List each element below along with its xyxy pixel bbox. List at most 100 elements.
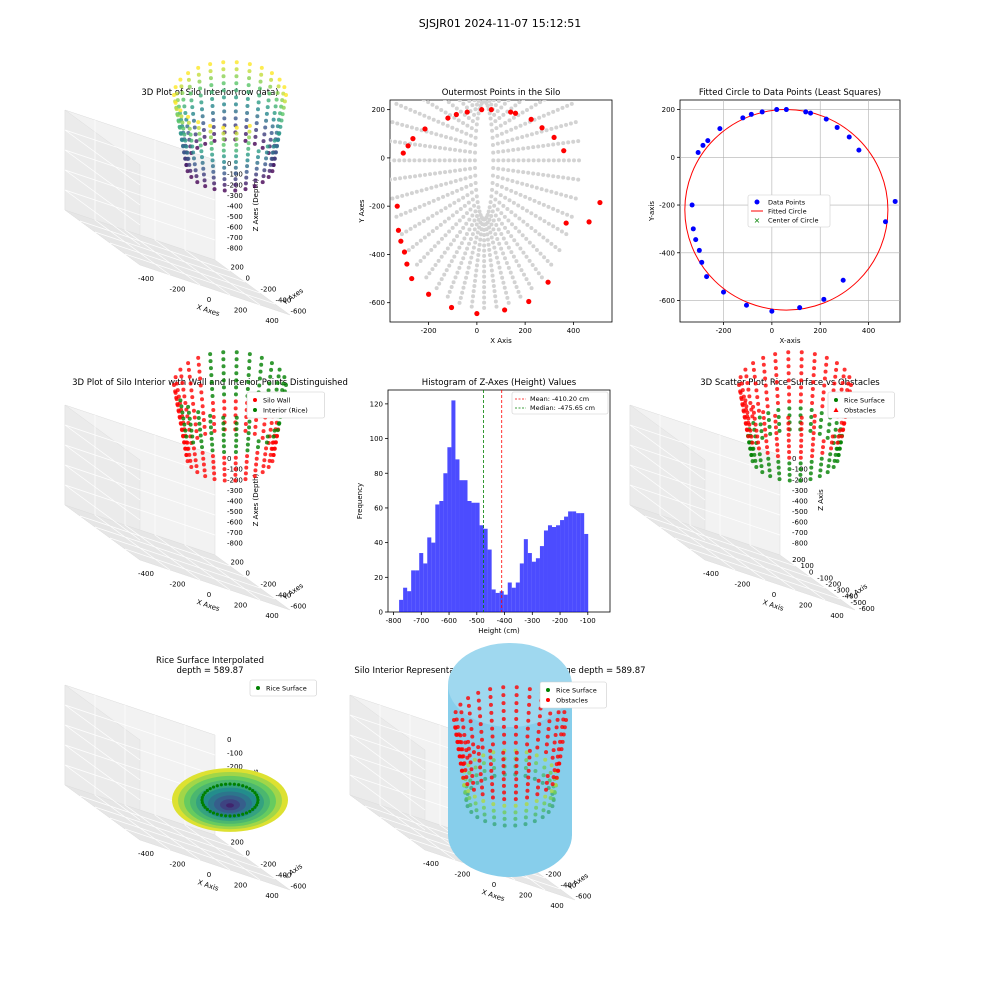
- x-tick-label: -800: [386, 617, 402, 625]
- outer-point: [479, 107, 485, 113]
- grid-line: [689, 548, 841, 600]
- data-point: [516, 147, 521, 152]
- data-point: [529, 225, 534, 230]
- data-point: [430, 102, 435, 107]
- point-3d: [786, 427, 791, 432]
- data-point: [444, 134, 449, 139]
- point-3d: [243, 477, 248, 482]
- data-point: [496, 56, 500, 60]
- point-3d: [799, 415, 804, 420]
- y-tick-label: 0: [381, 154, 385, 162]
- point-3d: [182, 422, 187, 427]
- point-3d: [210, 111, 215, 116]
- point-3d: [527, 687, 532, 692]
- outer-point: [400, 150, 406, 156]
- point-3d: [177, 415, 182, 420]
- histogram-bar: [483, 528, 488, 612]
- point-3d: [743, 398, 748, 403]
- point-3d: [191, 446, 196, 451]
- chart-rice-surface-interpolated: -400-20002004002000-200-400-6000-100-200…: [64, 656, 317, 900]
- grid-line: [64, 744, 216, 801]
- z-tick-label: -600: [227, 519, 243, 527]
- histogram-bar: [451, 400, 456, 612]
- y-axis-label: Frequency: [356, 483, 364, 519]
- point-3d: [222, 109, 227, 114]
- data-point: [482, 264, 487, 269]
- data-point: [408, 107, 413, 112]
- point-3d: [787, 392, 792, 397]
- point-3d: [554, 775, 559, 780]
- data-point: [482, 259, 487, 264]
- data-point: [448, 169, 453, 174]
- point-3d: [200, 450, 205, 455]
- data-point: [505, 295, 510, 300]
- point-3d: [502, 810, 507, 815]
- data-point: [482, 84, 486, 88]
- point-3d: [466, 739, 471, 744]
- point-3d: [812, 425, 817, 430]
- data-point: [531, 171, 536, 176]
- point-3d: [737, 383, 741, 387]
- data-point: [511, 115, 516, 120]
- data-point: [455, 46, 459, 50]
- legend-marker: [546, 698, 550, 702]
- data-point: [513, 103, 518, 108]
- point-3d: [245, 111, 250, 116]
- point-3d: [184, 144, 189, 149]
- point-3d: [756, 446, 761, 451]
- point-3d: [268, 374, 273, 379]
- point-3d: [774, 380, 779, 385]
- data-point: [467, 75, 471, 79]
- point-3d: [197, 369, 202, 374]
- grid-line: [719, 435, 796, 591]
- point-3d: [243, 421, 248, 426]
- point-3d: [548, 796, 553, 801]
- histogram-bar: [491, 589, 496, 612]
- data-point: [426, 65, 430, 69]
- data-point: [458, 229, 463, 234]
- data-point: [499, 211, 504, 216]
- data-point: [491, 100, 496, 103]
- data-point: [450, 58, 454, 62]
- x-tick-label: -600: [441, 617, 457, 625]
- point-3d: [260, 180, 265, 185]
- x-tick-label: 400: [265, 612, 278, 620]
- point-3d: [244, 117, 249, 122]
- point-3d: [766, 411, 771, 416]
- data-point: [452, 158, 457, 163]
- point-3d: [812, 352, 817, 357]
- point-3d: [246, 146, 251, 151]
- point-3d: [534, 761, 539, 766]
- data-point: [516, 158, 521, 163]
- point-3d: [798, 478, 803, 483]
- data-point: [509, 188, 514, 193]
- point-3d: [244, 124, 249, 129]
- point-3d: [822, 376, 827, 381]
- data-point: [458, 295, 463, 300]
- outer-point: [551, 134, 557, 141]
- data-point: [515, 74, 519, 78]
- point-3d: [180, 428, 185, 433]
- data-point: [463, 176, 468, 181]
- point-3d: [491, 802, 496, 807]
- data-point: [509, 67, 513, 71]
- data-point: [482, 233, 487, 238]
- data-point: [413, 142, 418, 147]
- data-point: [485, 237, 490, 242]
- point-3d: [182, 150, 187, 155]
- data-point: [536, 158, 541, 163]
- data-point: [452, 254, 457, 259]
- point-3d: [173, 390, 178, 395]
- point-3d: [514, 777, 519, 782]
- data-point: [485, 212, 490, 217]
- point-3d: [811, 431, 816, 436]
- point-3d: [835, 440, 840, 445]
- histogram-bar: [527, 553, 532, 612]
- point-3d: [258, 369, 263, 374]
- point-3d: [773, 413, 778, 418]
- point-3d: [234, 438, 239, 443]
- histogram-bar: [471, 502, 476, 612]
- point-3d: [234, 74, 239, 79]
- data-point: [493, 103, 498, 108]
- point-3d: [817, 431, 822, 436]
